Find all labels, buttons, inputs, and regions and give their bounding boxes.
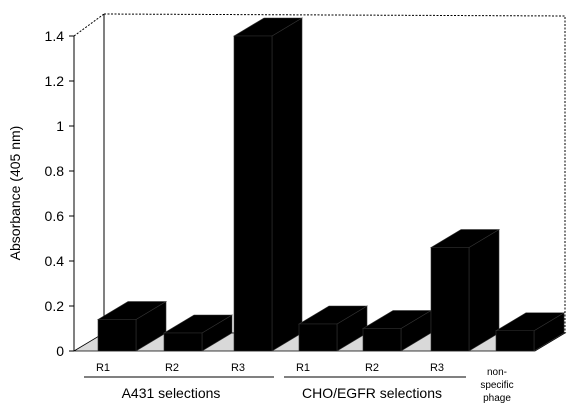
bar-front <box>495 330 535 352</box>
y-tick-label: 1.4 <box>45 28 65 44</box>
bars <box>96 17 566 352</box>
category-label: R2 <box>165 362 179 374</box>
bar-front <box>97 319 137 352</box>
bar-front <box>430 247 470 352</box>
bar-front <box>362 328 402 352</box>
left-wall-top-edge <box>73 13 105 37</box>
category-label: R3 <box>231 362 245 374</box>
y-tick-label: 1.2 <box>45 73 65 89</box>
y-tick-label: 0.4 <box>45 253 65 269</box>
bar-side <box>468 228 500 352</box>
category-label-nonspecific-line2: specific <box>480 380 513 391</box>
group-label-cho: CHO/EGFR selections <box>302 385 442 401</box>
category-label: R2 <box>365 362 379 374</box>
y-tick-label: 0.2 <box>45 298 65 314</box>
y-axis-label: Absorbance (405 nm) <box>7 126 23 261</box>
group-label-a431: A431 selections <box>122 385 221 401</box>
bar <box>232 17 304 352</box>
category-label: R1 <box>296 362 310 374</box>
bar <box>297 305 369 352</box>
category-label: R3 <box>430 362 444 374</box>
bar <box>494 312 566 352</box>
bar <box>162 314 234 352</box>
y-axis-ticks: 0 0.2 0.4 0.6 0.8 1 1.2 1.4 <box>45 28 74 359</box>
category-labels: R1 R2 R3 R1 R2 R3 <box>96 362 444 374</box>
y-tick-label: 0 <box>56 343 64 359</box>
category-label-nonspecific-line3: phage <box>483 393 511 404</box>
bar-front <box>298 323 338 352</box>
y-tick-label: 1 <box>56 118 64 134</box>
bar-front <box>163 332 203 352</box>
category-label: R1 <box>96 362 110 374</box>
bar <box>361 309 433 352</box>
y-tick-label: 0.6 <box>45 208 65 224</box>
y-tick-label: 0.8 <box>45 163 65 179</box>
bar-side <box>271 17 303 352</box>
bar-front <box>233 35 273 352</box>
bar <box>429 228 501 352</box>
category-label-nonspecific-line1: non- <box>487 367 507 378</box>
bar <box>96 300 168 352</box>
